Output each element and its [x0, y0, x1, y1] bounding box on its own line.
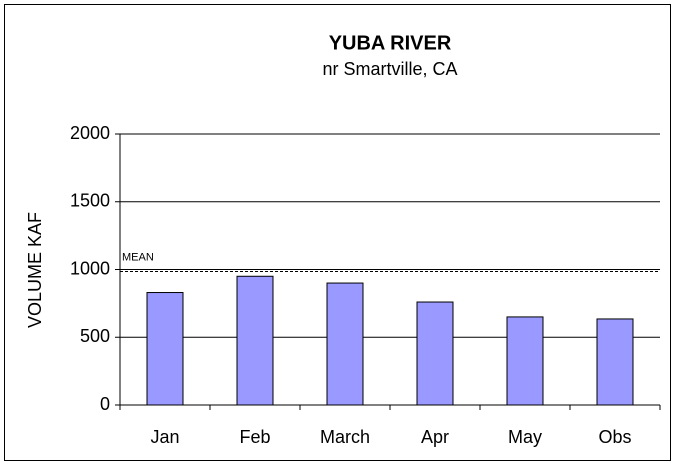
mean-label: MEAN: [122, 251, 154, 263]
bar: [236, 275, 274, 406]
x-tick-label: March: [320, 427, 370, 447]
y-axis-label: VOLUME KAF: [25, 212, 45, 328]
x-tick-label: May: [508, 427, 542, 447]
y-tick-label: 500: [80, 326, 110, 346]
x-tick-label: Apr: [421, 427, 449, 447]
y-tick-label: 0: [100, 394, 110, 414]
x-tick-label: Feb: [239, 427, 270, 447]
bar: [596, 318, 634, 406]
bar: [146, 292, 184, 406]
y-tick-label: 1500: [70, 191, 110, 211]
chart-subtitle: nr Smartville, CA: [322, 59, 457, 79]
bar: [506, 316, 544, 406]
y-tick-label: 1000: [70, 258, 110, 278]
bar: [326, 282, 364, 406]
x-tick-label: Jan: [150, 427, 179, 447]
x-tick-label: Obs: [598, 427, 631, 447]
chart-title: YUBA RIVER: [329, 32, 452, 54]
bar: [416, 301, 454, 406]
y-tick-label: 2000: [70, 123, 110, 143]
